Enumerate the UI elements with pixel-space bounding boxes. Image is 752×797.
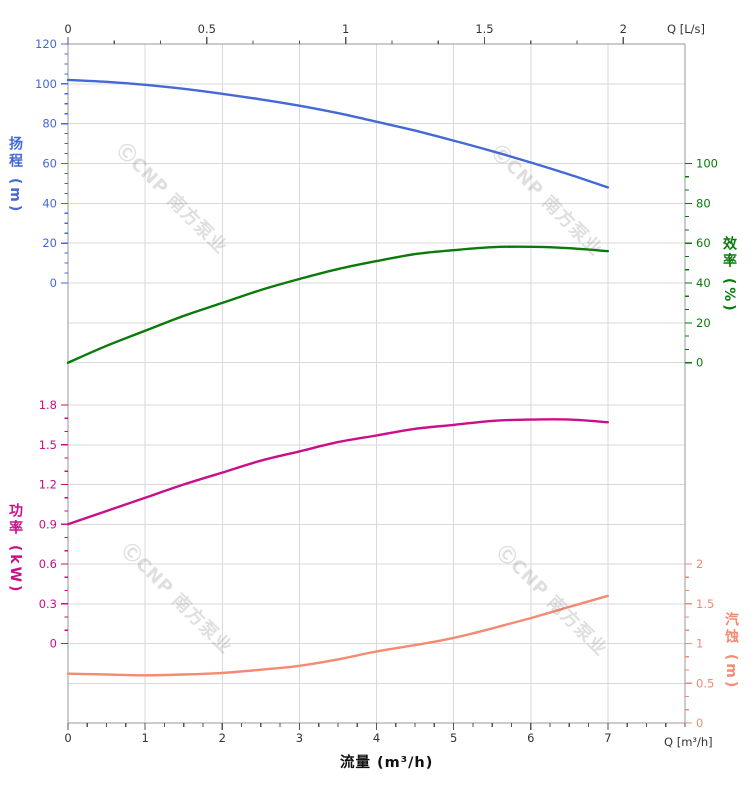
top-tick-label: 2 <box>620 22 627 36</box>
power-tick-label: 0 <box>50 637 57 651</box>
efficiency-tick-label: 40 <box>696 276 711 290</box>
top-axis-unit-label: Q [L/s] <box>667 22 705 36</box>
top-tick-label: 1 <box>342 22 349 36</box>
npsh-tick-label: 0 <box>696 716 703 730</box>
power-tick-label: 1.5 <box>39 438 57 452</box>
power-curve <box>66 418 610 526</box>
efficiency-curve <box>66 245 610 364</box>
efficiency-tick-label: 60 <box>696 236 711 250</box>
npsh-tick-label: 2 <box>696 557 703 571</box>
npsh-curve <box>66 594 610 677</box>
top-tick-label: 0.5 <box>198 22 216 36</box>
efficiency-axis-ticks <box>685 162 692 364</box>
bottom-axis-unit-label: Q [m³/h] <box>664 735 713 749</box>
npsh-tick-label: 1.5 <box>696 597 714 611</box>
bottom-tick-label: 0 <box>64 731 71 745</box>
bottom-axis-title: 流量 (m³/h) <box>340 755 434 771</box>
head-tick-label: 60 <box>42 157 57 171</box>
npsh-axis-ticks <box>685 563 692 724</box>
efficiency-tick-label: 100 <box>696 157 718 171</box>
top-axis-ticks <box>67 37 624 44</box>
bottom-tick-label: 2 <box>219 731 226 745</box>
power-tick-label: 0.6 <box>39 557 57 571</box>
efficiency-axis-title: 效率 (%) <box>721 236 737 314</box>
efficiency-tick-label: 0 <box>696 356 703 370</box>
efficiency-tick-label: 80 <box>696 196 711 210</box>
power-tick-label: 1.2 <box>39 478 57 492</box>
bottom-tick-label: 1 <box>141 731 148 745</box>
bottom-tick-label: 6 <box>527 731 534 745</box>
npsh-axis-title: 汽蚀 (m) <box>723 612 739 691</box>
power-tick-label: 1.8 <box>39 398 57 412</box>
bottom-tick-label: 4 <box>373 731 380 745</box>
bottom-axis-ticks <box>67 723 686 730</box>
bottom-tick-label: 7 <box>604 731 611 745</box>
bottom-tick-label: 3 <box>296 731 303 745</box>
head-tick-label: 100 <box>35 77 57 91</box>
top-tick-label: 0 <box>64 22 71 36</box>
grid-lines <box>68 44 685 723</box>
top-tick-label: 1.5 <box>475 22 493 36</box>
head-tick-label: 20 <box>42 236 57 250</box>
head-curve <box>66 78 610 189</box>
power-tick-label: 0.3 <box>39 597 57 611</box>
head-tick-label: 120 <box>35 37 57 51</box>
npsh-tick-label: 0.5 <box>696 676 714 690</box>
head-axis-title: 扬程 (m) <box>7 136 23 215</box>
head-tick-label: 0 <box>50 276 57 290</box>
head-axis-ticks <box>61 43 68 284</box>
head-tick-label: 80 <box>42 117 57 131</box>
power-axis-ticks <box>61 404 68 645</box>
power-axis-title: 功率 (kW) <box>7 503 23 595</box>
bottom-tick-label: 5 <box>450 731 457 745</box>
efficiency-tick-label: 20 <box>696 316 711 330</box>
npsh-tick-label: 1 <box>696 637 703 651</box>
power-tick-label: 0.9 <box>39 517 57 531</box>
head-tick-label: 40 <box>42 196 57 210</box>
